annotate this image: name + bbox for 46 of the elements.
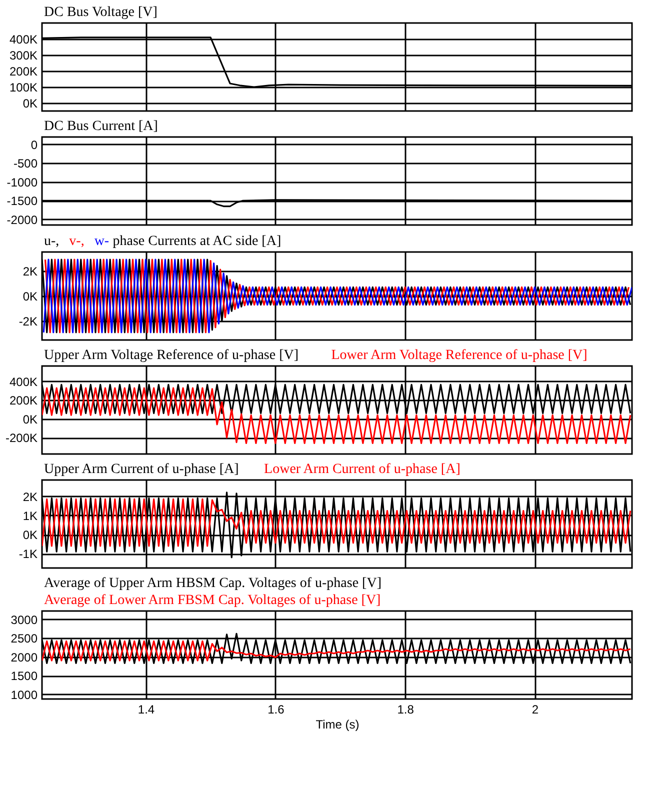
y-tick-label: -1500 xyxy=(6,194,38,208)
text: Average of Upper Arm HBSM Cap. Voltages of u-phase [V] xyxy=(44,576,382,591)
y-tick-label: 1000 xyxy=(10,688,38,702)
y-tick-label: -2000 xyxy=(6,212,38,227)
y-tick-label: 400K xyxy=(9,32,38,46)
series-label: u-, xyxy=(44,234,60,249)
series-label: w- xyxy=(94,234,110,249)
y-tick-label: -1K xyxy=(18,547,38,562)
y-tick-label: -1000 xyxy=(6,175,38,190)
y-tick-label: 1K xyxy=(22,508,38,523)
x-tick-label: 2 xyxy=(532,702,539,716)
y-tick-label: -500 xyxy=(13,156,38,171)
x-tick-label: 1.6 xyxy=(268,702,285,716)
y-tick-label: 100K xyxy=(9,80,38,94)
y-tick-label: 400K xyxy=(9,374,38,389)
y-tick-label: 2500 xyxy=(10,632,38,646)
y-tick-label: -200K xyxy=(5,431,38,446)
y-tick-label: 0K xyxy=(22,96,38,110)
chart-title: DC Bus Current [A] xyxy=(44,119,158,134)
y-tick-label: 0K xyxy=(22,528,38,542)
chart-title: DC Bus Voltage [V] xyxy=(44,5,158,20)
y-tick-label: 2K xyxy=(22,264,38,278)
x-tick-label: 1.4 xyxy=(138,702,155,716)
text: Lower Arm Current of u-phase [A] xyxy=(264,462,460,477)
line-series xyxy=(42,498,632,547)
y-tick-label: 3000 xyxy=(10,612,38,627)
x-tick-label: 1.8 xyxy=(397,702,414,716)
y-tick-label: 200K xyxy=(9,64,38,78)
y-tick-label: -2K xyxy=(18,314,38,329)
y-tick-label: 0K xyxy=(22,412,38,426)
chart-title: phase Currents at AC side [A] xyxy=(112,234,282,249)
series-label: v-, xyxy=(69,234,84,249)
y-tick-label: 0 xyxy=(30,138,38,152)
text: Lower Arm Voltage Reference of u-phase [V] xyxy=(331,348,588,363)
series-label: Upper Arm Voltage Reference of u-phase [V] xyxy=(44,348,299,363)
y-tick-label: 2K xyxy=(22,490,38,504)
y-tick-label: 2000 xyxy=(10,650,38,664)
y-tick-label: 300K xyxy=(9,48,38,62)
line-series xyxy=(42,640,632,662)
x-axis-title: Time (s) xyxy=(316,718,360,732)
y-tick-label: 1500 xyxy=(10,669,38,684)
series-label: Upper Arm Current of u-phase [A] xyxy=(44,462,239,477)
y-tick-label: 0K xyxy=(22,290,38,304)
text: Average of Lower Arm FBSM Cap. Voltages of u-phase [V] xyxy=(44,593,381,608)
y-tick-label: 200K xyxy=(9,394,38,408)
line-series xyxy=(42,387,632,444)
